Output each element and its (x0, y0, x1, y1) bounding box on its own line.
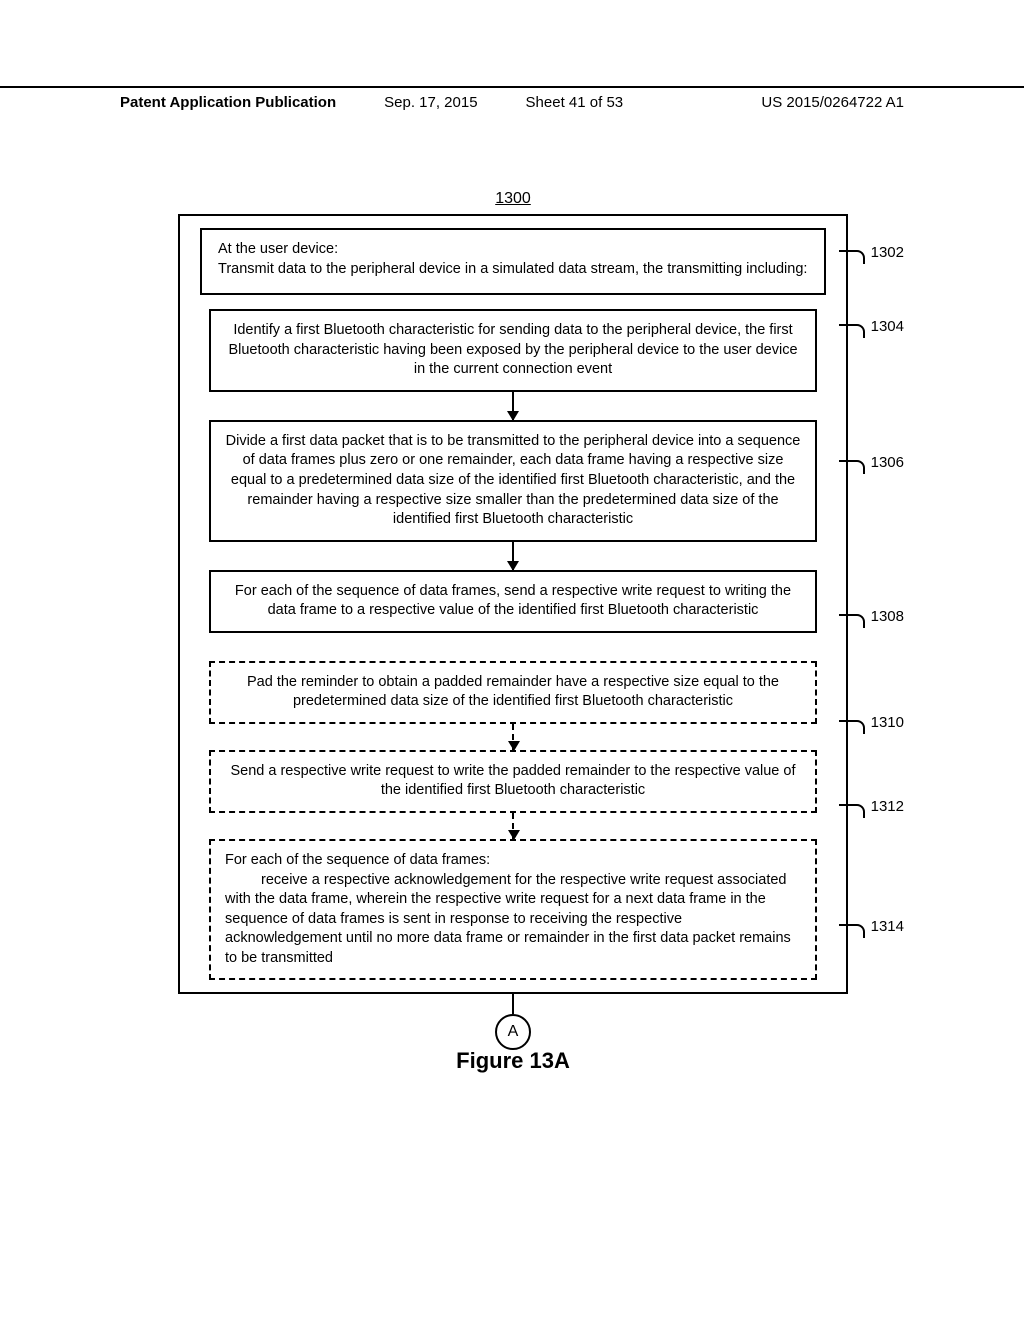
step-1314-line1: For each of the sequence of data frames: (225, 851, 801, 871)
leader-line-icon (839, 250, 865, 264)
leader-line-icon (839, 460, 865, 474)
flowchart-outer-box: At the user device: Transmit data to the… (178, 214, 848, 994)
leader-line-icon (839, 614, 865, 628)
step-1308-text: For each of the sequence of data frames,… (235, 583, 791, 619)
step-1312: Send a respective write request to write… (209, 750, 817, 813)
step-1302-line2: Transmit data to the peripheral device i… (218, 260, 808, 280)
leader-line-icon (839, 924, 865, 938)
step-1310-text: Pad the reminder to obtain a padded rema… (247, 674, 779, 710)
flowchart: 1300 At the user device: Transmit data t… (178, 190, 848, 1074)
step-1314-line2: receive a respective acknowledgement for… (225, 871, 801, 969)
arrow-icon (512, 542, 514, 570)
ref-label-1310: 1310 (839, 710, 904, 734)
header-left: Patent Application Publication (120, 94, 336, 111)
leader-line-icon (839, 804, 865, 818)
ref-label-1312: 1312 (839, 794, 904, 818)
leader-line-icon (839, 324, 865, 338)
off-page-connector: A (495, 994, 531, 1050)
step-1310: Pad the reminder to obtain a padded rema… (209, 661, 817, 724)
leader-line-icon (839, 720, 865, 734)
header-row: Patent Application Publication Sep. 17, … (0, 94, 1024, 111)
step-1302-line1: At the user device: (218, 240, 808, 260)
header-sheet: Sheet 41 of 53 (526, 94, 624, 111)
ref-label-1308: 1308 (839, 604, 904, 628)
ref-label-1302: 1302 (839, 240, 904, 264)
step-1314: For each of the sequence of data frames:… (209, 839, 817, 980)
ref-label-1306: 1306 (839, 450, 904, 474)
step-1308: For each of the sequence of data frames,… (209, 570, 817, 633)
connector-circle: A (495, 1014, 531, 1050)
page-header: Patent Application Publication Sep. 17, … (0, 86, 1024, 111)
arrow-dashed-icon (512, 813, 514, 839)
ref-label-1314: 1314 (839, 914, 904, 938)
step-1304: Identify a first Bluetooth characteristi… (209, 309, 817, 392)
connector-label: A (508, 1023, 519, 1041)
step-1304-text: Identify a first Bluetooth characteristi… (228, 322, 797, 377)
header-date: Sep. 17, 2015 (384, 94, 477, 111)
figure-caption: Figure 13A (178, 1048, 848, 1074)
step-1302: At the user device: Transmit data to the… (200, 228, 826, 295)
arrow-icon (512, 392, 514, 420)
figure-number: 1300 (178, 190, 848, 208)
step-1306-text: Divide a first data packet that is to be… (226, 433, 801, 527)
header-pubno: US 2015/0264722 A1 (761, 94, 904, 111)
connector-line-icon (512, 994, 514, 1014)
ref-label-1304: 1304 (839, 314, 904, 338)
step-1312-text: Send a respective write request to write… (230, 763, 795, 799)
step-1306: Divide a first data packet that is to be… (209, 420, 817, 542)
arrow-dashed-icon (512, 724, 514, 750)
